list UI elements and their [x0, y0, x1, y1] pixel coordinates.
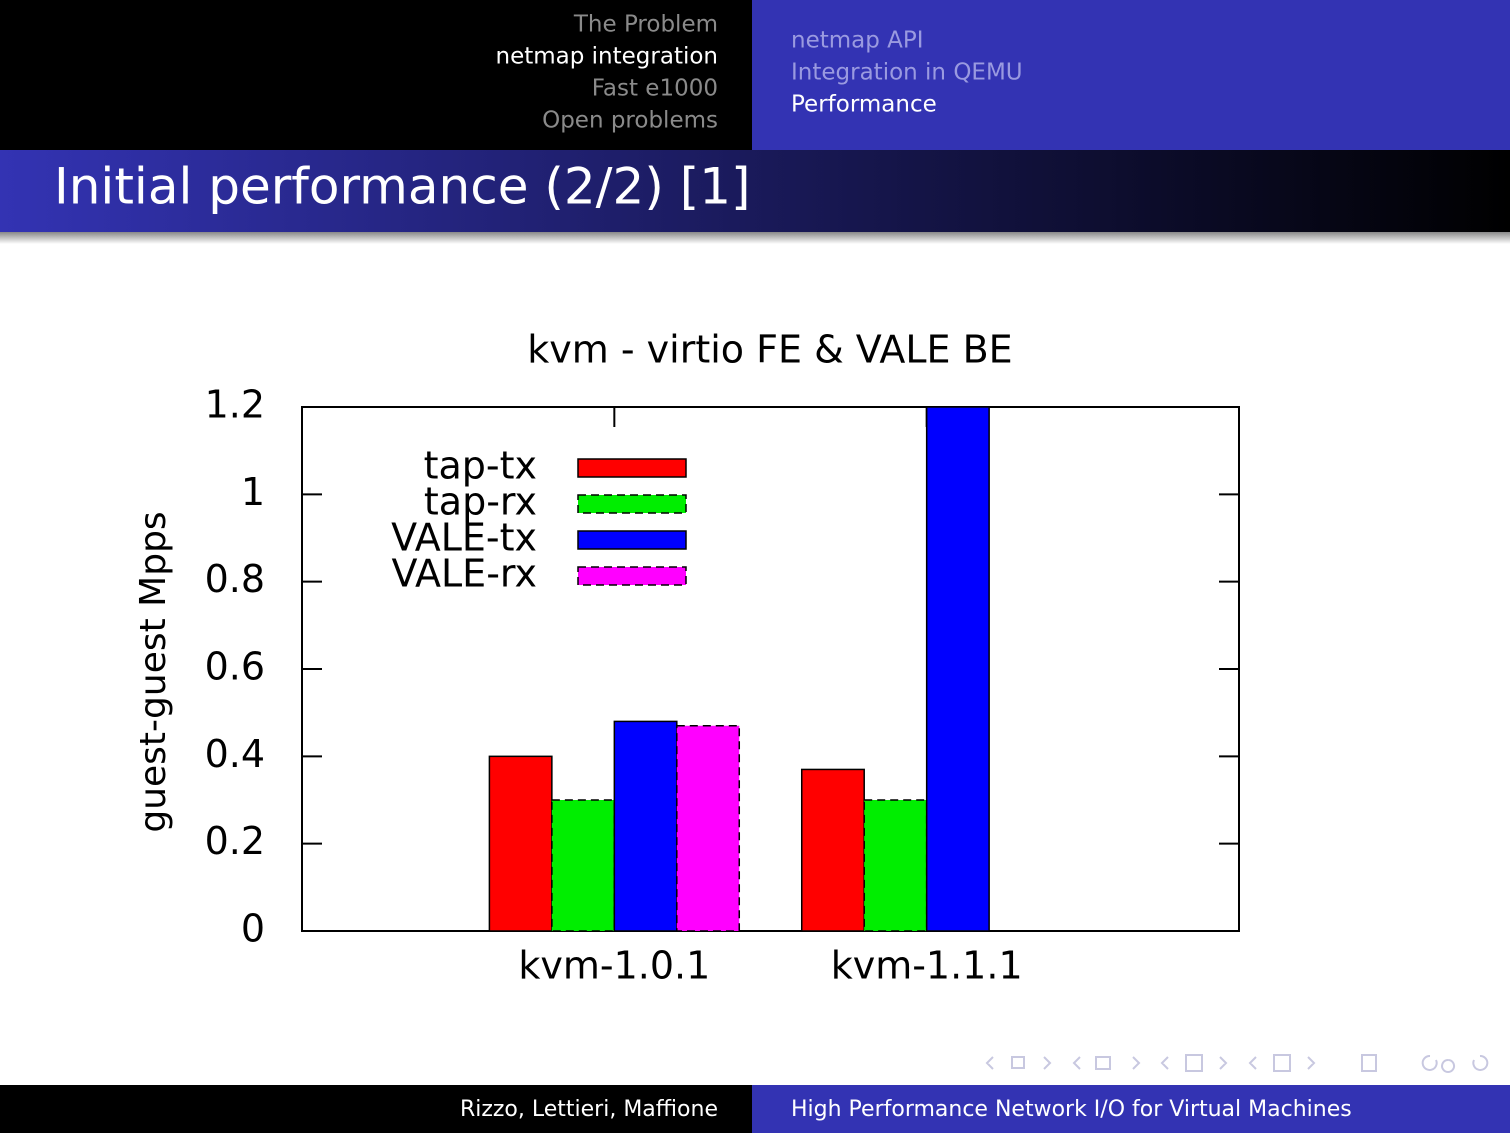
bar — [488, 755, 553, 932]
nav-section[interactable]: Open problems — [542, 108, 718, 134]
nav-subsection[interactable]: Integration in QEMU — [791, 60, 1023, 86]
y-tick-label: 0.2 — [205, 819, 265, 863]
footer-authors: Rizzo, Lettieri, Maffione — [460, 1097, 718, 1122]
legend-swatch — [577, 566, 687, 586]
title-shadow — [0, 232, 1510, 244]
x-tick-label: kvm-1.1.1 — [831, 944, 1023, 988]
y-tick-label: 1.2 — [205, 383, 265, 427]
footer-left — [0, 1085, 752, 1133]
bar — [676, 725, 741, 932]
nav-subsection[interactable]: Performance — [791, 92, 937, 118]
y-tick-label: 1 — [241, 470, 265, 514]
bar — [925, 406, 990, 932]
chart-title: kvm - virtio FE & VALE BE — [527, 328, 1012, 372]
bar — [613, 720, 678, 932]
legend-swatch — [577, 530, 687, 550]
legend-label: VALE-rx — [391, 552, 537, 596]
slide-title: Initial performance (2/2) [1] — [54, 158, 751, 216]
y-tick-label: 0.6 — [205, 645, 265, 689]
y-tick-label: 0.8 — [205, 557, 265, 601]
y-tick-label: 0 — [241, 907, 265, 951]
nav-subsection[interactable]: netmap API — [791, 28, 924, 54]
footer-right — [752, 1085, 1510, 1133]
legend-swatch — [577, 494, 687, 514]
legend-label: tap-tx — [424, 444, 537, 488]
legend-label: VALE-tx — [391, 516, 537, 560]
header-left — [0, 0, 752, 150]
nav-section[interactable]: The Problem — [573, 12, 718, 38]
legend-label: tap-rx — [424, 480, 537, 524]
y-axis-label: guest-guest Mpps — [133, 511, 174, 832]
title-bar — [0, 150, 1510, 232]
y-tick-label: 0.4 — [205, 732, 265, 776]
header-right — [752, 0, 1510, 150]
nav-icons[interactable] — [985, 1054, 1489, 1073]
nav-section[interactable]: Fast e1000 — [592, 76, 718, 102]
bar — [551, 799, 616, 932]
footer-talk: High Performance Network I/O for Virtual… — [791, 1097, 1352, 1122]
bar — [863, 799, 928, 932]
x-tick-label: kvm-1.0.1 — [518, 944, 710, 988]
nav-section[interactable]: netmap integration — [496, 44, 719, 70]
bar — [800, 768, 865, 932]
legend-swatch — [577, 458, 687, 478]
